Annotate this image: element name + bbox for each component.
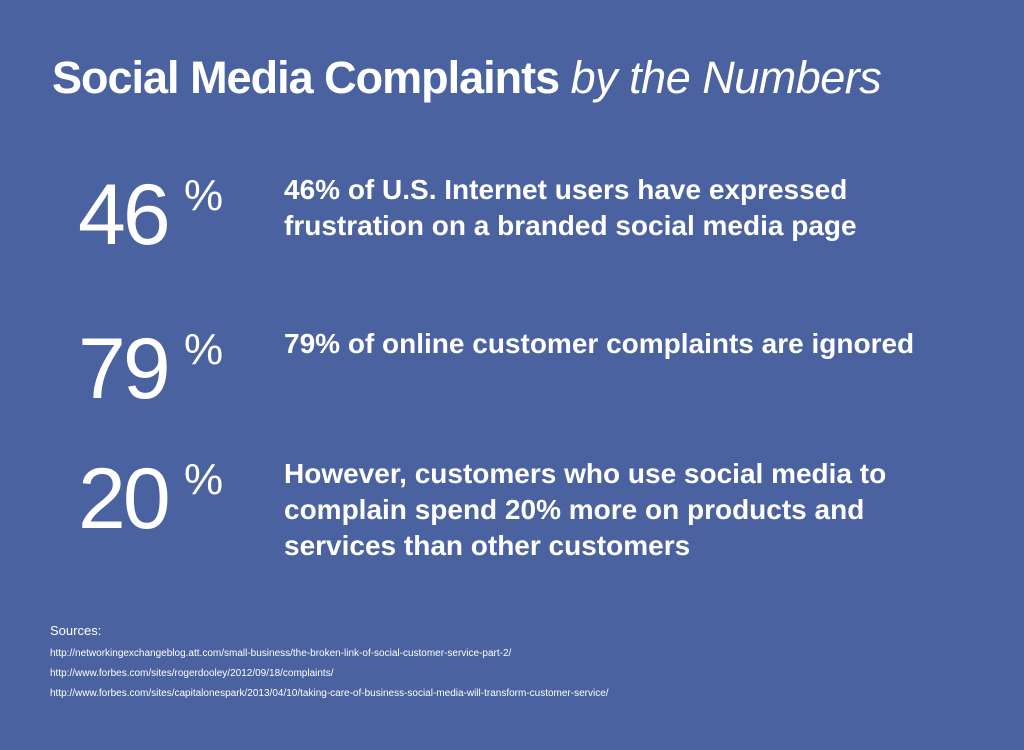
source-link[interactable]: http://www.forbes.com/sites/rogerdooley/…: [50, 668, 334, 679]
stat-description: 79% of online customer complaints are ig…: [284, 328, 915, 359]
sources-section: Sources: http://networkingexchangeblog.a…: [50, 622, 990, 704]
sources-label: Sources:: [50, 623, 102, 638]
title-italic: by the Numbers: [570, 52, 882, 103]
title-main: Social Media Complaints: [52, 52, 560, 103]
stat-percent-sign: %: [184, 455, 224, 504]
page-title: Social Media Complaints by the Numbers: [52, 52, 882, 104]
stat-description: 46% of U.S. Internet users have expresse…: [284, 174, 857, 241]
stat-number: 46: [78, 167, 171, 263]
source-link[interactable]: http://networkingexchangeblog.att.com/sm…: [50, 648, 512, 659]
stat-percent-sign: %: [184, 325, 224, 374]
stat-number: 79: [78, 321, 171, 417]
source-link[interactable]: http://www.forbes.com/sites/capitalonesp…: [50, 688, 609, 699]
stat-percent-sign: %: [184, 171, 224, 220]
stat-description: However, customers who use social media …: [284, 458, 887, 561]
stat-number: 20: [78, 451, 171, 547]
